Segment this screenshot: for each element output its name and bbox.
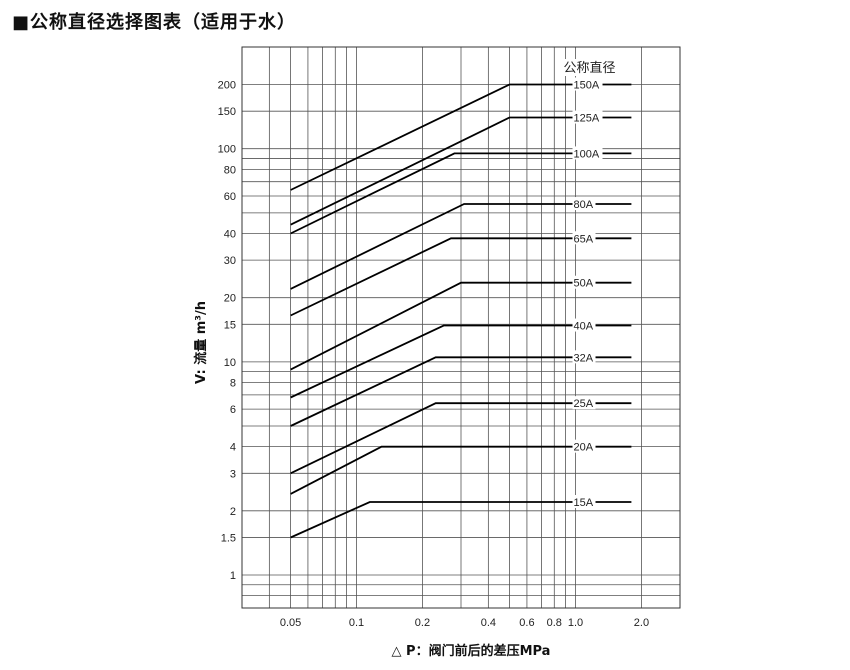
series-line-100a [290,152,632,235]
series-label-32a: 32A [574,352,594,364]
series-label-125a: 125A [574,113,600,125]
series-label-bg [572,439,596,453]
series-label-25a: 25A [574,398,594,410]
y-tick-label: 200 [218,80,236,92]
y-tick-label: 4 [230,442,236,454]
series-label-bg [572,350,596,364]
x-tick-label: 0.05 [280,617,301,629]
series-label-bg [572,110,603,124]
x-tick-label: 2.0 [634,617,649,629]
y-tick-label: 40 [224,229,236,241]
series-label-bg [572,396,596,410]
x-tick-label: 1.0 [568,617,583,629]
plot-frame [241,46,681,609]
series-label-15a: 15A [574,497,594,509]
x-tick-label: 0.2 [415,617,430,629]
series-line-32a [290,356,632,427]
series-labels: 150A 125A 100A 80A 65A 50A 40A 32A 25A 20A 15A [561,59,624,509]
series-line-65a [290,237,632,317]
page-title: ■公称直径选择图表（适用于水） [12,12,297,33]
y-axis-title: V: 流量 m³/h [193,301,209,384]
x-tick-label: 0.6 [519,617,534,629]
x-tick-label: 0.1 [349,617,364,629]
y-tick-label: 3 [230,468,236,480]
y-tick-label: 1 [230,570,236,582]
y-tick-label: 20 [224,293,236,305]
grid [242,47,680,608]
series-label-40a: 40A [574,321,594,333]
y-tick-label: 8 [230,377,236,389]
series-label-bg [572,77,603,91]
series-label-100a: 100A [574,148,600,160]
x-tick-label: 0.4 [481,617,496,629]
y-axis-ticks: 1 1.5 2 3 4 6 8 10 15 20 30 40 60 80 100 150 200 [218,80,236,582]
series-label-bg [572,231,596,245]
x-tick-label: 0.8 [547,617,562,629]
series-line-20a [290,445,632,495]
y-tick-label: 1.5 [221,532,236,544]
series-label-150a: 150A [574,80,600,92]
x-axis-title: △ P：阀门前后的差压MPa [392,643,551,659]
y-tick-label: 150 [218,106,236,118]
series-line-25a [290,402,632,475]
y-tick-label: 6 [230,404,236,416]
series-line-40a [290,324,632,399]
y-tick-label: 15 [224,319,236,331]
series-label-bg [572,146,603,160]
series-label-50a: 50A [574,278,594,290]
series-label-20a: 20A [574,442,594,454]
series-label-bg [572,494,596,508]
x-axis-ticks: 0.05 0.1 0.2 0.4 0.6 0.8 1.0 2.0 [280,617,649,629]
series-label-bg [572,275,596,289]
y-tick-label: 80 [224,164,236,176]
series-label-bg [572,318,596,332]
series-label-65a: 65A [574,233,594,245]
y-tick-label: 60 [224,191,236,203]
y-tick-label: 30 [224,255,236,267]
series-label-80a: 80A [574,199,594,211]
y-tick-label: 10 [224,357,236,369]
y-tick-label: 100 [218,144,236,156]
legend-title-bg [561,59,624,76]
series-label-bg [572,197,596,211]
legend-title: 公称直径 [564,60,616,75]
series-line-15a [290,501,632,539]
y-tick-label: 2 [230,506,236,518]
